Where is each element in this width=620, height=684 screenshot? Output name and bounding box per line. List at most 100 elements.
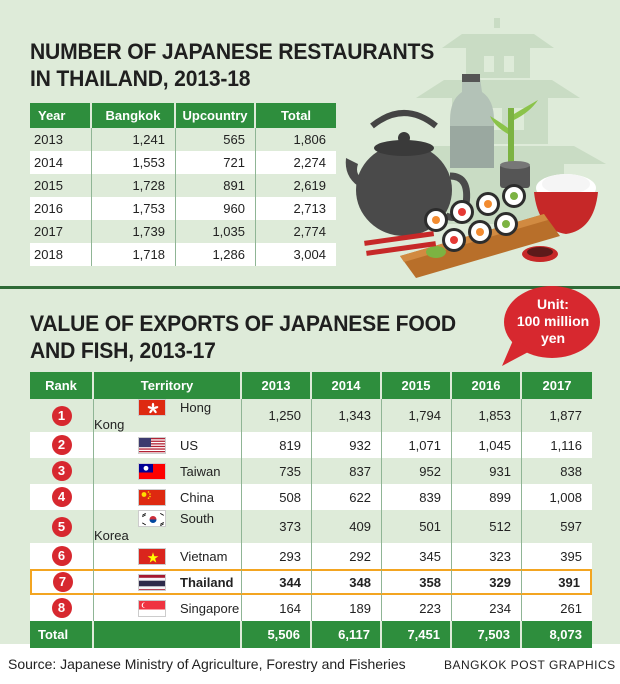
territory-cell: China — [94, 484, 242, 511]
exports-table: Rank Territory 2013 2014 2015 2016 2017 … — [30, 372, 592, 649]
table-row: 4 China 508 622 839 899 1,008 — [30, 484, 592, 511]
territory-name: Thailand — [180, 574, 234, 590]
total-cell: 2,774 — [256, 220, 336, 243]
japanese-food-illustration — [345, 18, 606, 278]
total-label: Total — [30, 621, 94, 649]
value-cell: 899 — [452, 484, 522, 511]
territory-cell: Taiwan — [94, 458, 242, 485]
unit-speech-bubble — [502, 286, 600, 366]
total-cell: 2,713 — [256, 197, 336, 220]
value-cell: 234 — [452, 595, 522, 622]
year-cell: 2015 — [30, 174, 92, 197]
taiwan-flag-icon — [138, 462, 166, 480]
territory-name: Taiwan — [180, 463, 221, 479]
rank-badge: 5 — [51, 516, 72, 537]
column-header: Total — [256, 103, 336, 128]
restaurants-title: NUMBER OF JAPANESE RESTAURANTS IN THAILA… — [30, 38, 434, 92]
value-cell: 329 — [452, 569, 522, 596]
bamboo-icon — [490, 100, 538, 168]
rank-badge: 7 — [52, 572, 73, 593]
hong-kong-flag-icon — [138, 399, 166, 417]
table-row: 2014 1,553 721 2,274 — [30, 151, 336, 174]
bangkok-cell: 1,739 — [92, 220, 176, 243]
table-header-row: Year Bangkok Upcountry Total — [30, 103, 336, 128]
value-cell: 323 — [452, 543, 522, 570]
total-row: Total 5,506 6,117 7,451 7,503 8,073 — [30, 621, 592, 649]
table-row: 5 South Korea 373 409 501 512 597 — [30, 510, 592, 544]
value-cell: 512 — [452, 510, 522, 544]
table-row: 2017 1,739 1,035 2,774 — [30, 220, 336, 243]
value-cell: 952 — [382, 458, 452, 485]
wasabi-icon — [426, 246, 446, 258]
exports-title: VALUE OF EXPORTS OF JAPANESE FOOD AND FI… — [30, 310, 456, 364]
value-cell: 1,877 — [522, 399, 592, 433]
value-cell: 501 — [382, 510, 452, 544]
value-cell: 189 — [312, 595, 382, 622]
year-cell: 2017 — [30, 220, 92, 243]
value-cell: 293 — [242, 543, 312, 570]
upcountry-cell: 1,286 — [176, 243, 256, 266]
upcountry-cell: 891 — [176, 174, 256, 197]
column-header: 2015 — [382, 372, 452, 399]
territory-name: China — [180, 489, 214, 505]
chopsticks-icon — [364, 231, 437, 256]
bangkok-cell: 1,753 — [92, 197, 176, 220]
restaurants-title-line1: NUMBER OF JAPANESE RESTAURANTS — [30, 39, 435, 64]
total-value-cell: 7,503 — [452, 621, 522, 649]
value-cell: 1,008 — [522, 484, 592, 511]
column-header: 2014 — [312, 372, 382, 399]
section-divider — [0, 286, 620, 289]
value-cell: 1,045 — [452, 432, 522, 459]
column-header: 2016 — [452, 372, 522, 399]
column-header: 2017 — [522, 372, 592, 399]
value-cell: 735 — [242, 458, 312, 485]
value-cell: 223 — [382, 595, 452, 622]
upcountry-cell: 960 — [176, 197, 256, 220]
territory-cell: Thailand — [94, 569, 242, 596]
unit-label: Unit: 100 million yen — [510, 296, 596, 347]
soy-sauce-dish-icon — [522, 246, 558, 262]
value-cell: 358 — [382, 569, 452, 596]
rank-cell: 2 — [30, 432, 94, 459]
us-flag-icon — [138, 436, 166, 454]
table-row: 2016 1,753 960 2,713 — [30, 197, 336, 220]
rank-badge: 3 — [51, 461, 72, 482]
value-cell: 292 — [312, 543, 382, 570]
value-cell: 345 — [382, 543, 452, 570]
rank-cell: 7 — [30, 569, 94, 596]
value-cell: 931 — [452, 458, 522, 485]
value-cell: 1,250 — [242, 399, 312, 433]
total-cell: 2,619 — [256, 174, 336, 197]
column-header: Bangkok — [92, 103, 176, 128]
value-cell: 344 — [242, 569, 312, 596]
teapot-icon — [345, 110, 471, 236]
territory-cell: South Korea — [94, 510, 242, 544]
table-header-row: Rank Territory 2013 2014 2015 2016 2017 — [30, 372, 592, 399]
table-row: 1 Hong Kong 1,250 1,343 1,794 1,853 1,87… — [30, 399, 592, 433]
total-value-cell: 8,073 — [522, 621, 592, 649]
upcountry-cell: 565 — [176, 128, 256, 151]
rank-cell: 8 — [30, 595, 94, 622]
rank-cell: 5 — [30, 510, 94, 544]
bangkok-cell: 1,728 — [92, 174, 176, 197]
value-cell: 1,853 — [452, 399, 522, 433]
table-row: 2018 1,718 1,286 3,004 — [30, 243, 336, 266]
table-row-highlighted: 7 Thailand 344 348 358 329 391 — [30, 569, 592, 596]
total-value-cell: 6,117 — [312, 621, 382, 649]
year-cell: 2016 — [30, 197, 92, 220]
china-flag-icon — [138, 488, 166, 506]
south-korea-flag-icon — [138, 510, 166, 528]
value-cell: 837 — [312, 458, 382, 485]
total-cell: 2,274 — [256, 151, 336, 174]
column-header: Year — [30, 103, 92, 128]
year-cell: 2014 — [30, 151, 92, 174]
value-cell: 261 — [522, 595, 592, 622]
total-cell: 1,806 — [256, 128, 336, 151]
value-cell: 1,794 — [382, 399, 452, 433]
table-row: 8 Singapore 164 189 223 234 261 — [30, 595, 592, 622]
source-note: Source: Japanese Ministry of Agriculture… — [8, 656, 406, 672]
value-cell: 409 — [312, 510, 382, 544]
value-cell: 395 — [522, 543, 592, 570]
rank-cell: 1 — [30, 399, 94, 433]
value-cell: 932 — [312, 432, 382, 459]
